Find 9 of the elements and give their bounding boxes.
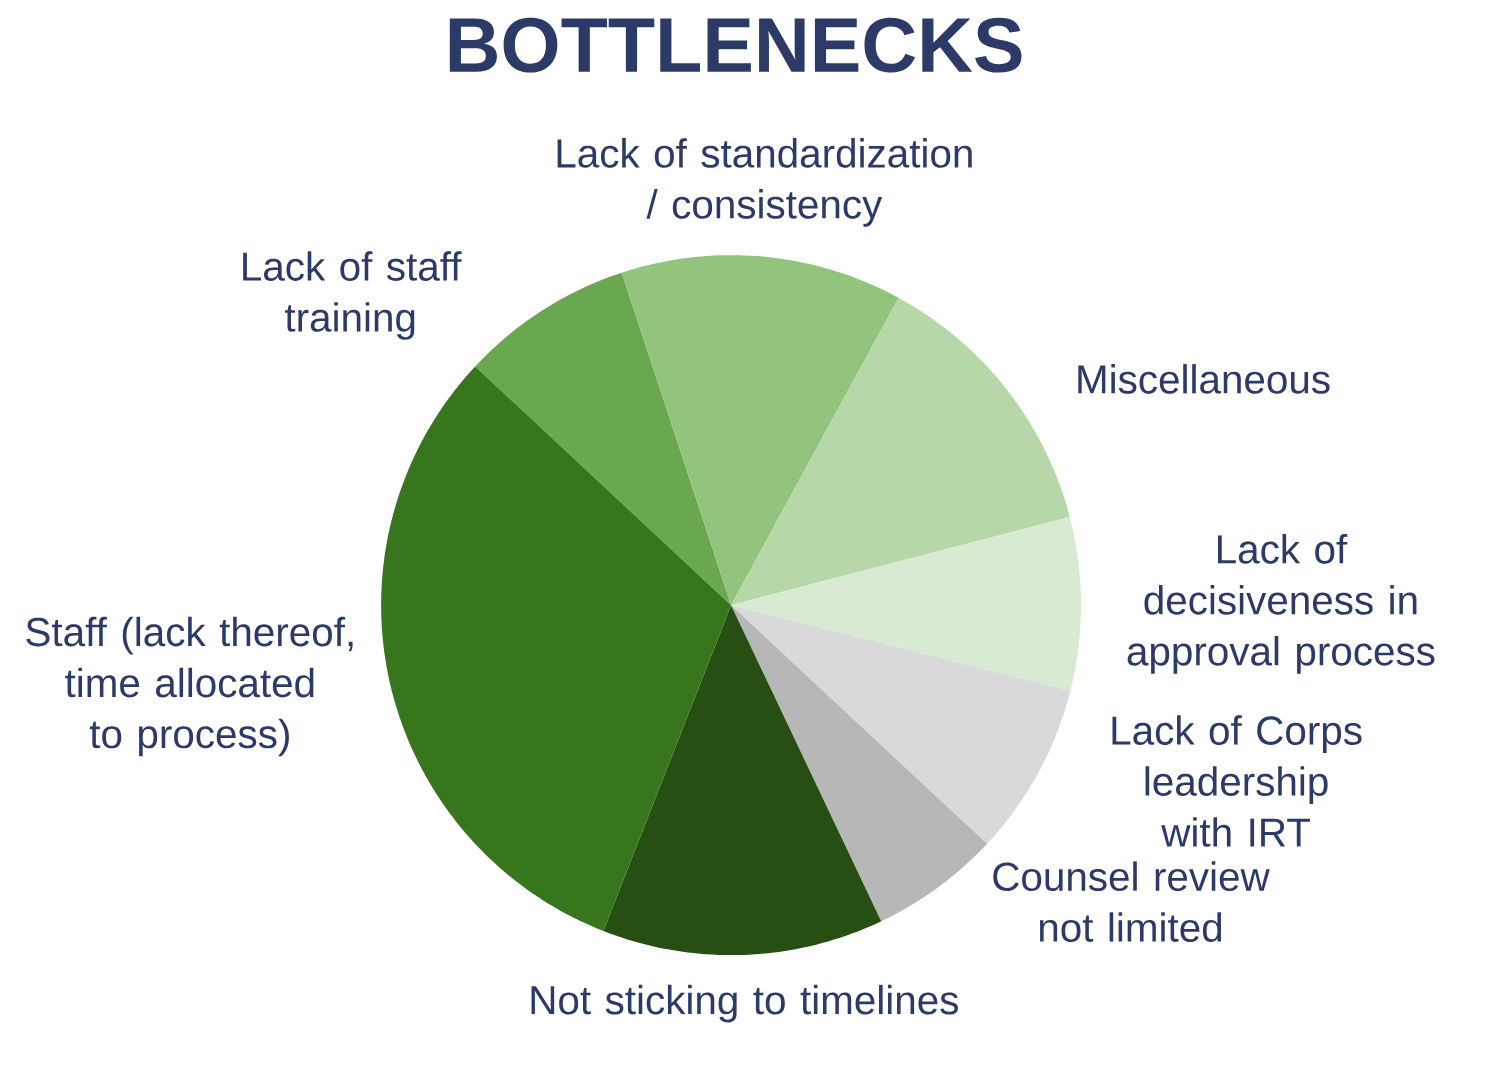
slice-label: Staff (lack thereof, time allocated to process) [26,616,353,757]
slice-label: Lack of decisiveness in approval process [1127,534,1435,674]
slice-label: Not sticking to timelines [531,984,958,1023]
chart-title: BOTTLENECKS [449,17,1022,73]
slice-label: Lack of staff training [243,251,462,340]
slice-label: Lack of standardization / consistency [557,138,972,227]
slice-label: Lack of Corps leadership with IRT [1112,715,1362,847]
slice-label: Counsel review not limited [993,861,1270,942]
slice-label: Miscellaneous [1078,364,1330,394]
